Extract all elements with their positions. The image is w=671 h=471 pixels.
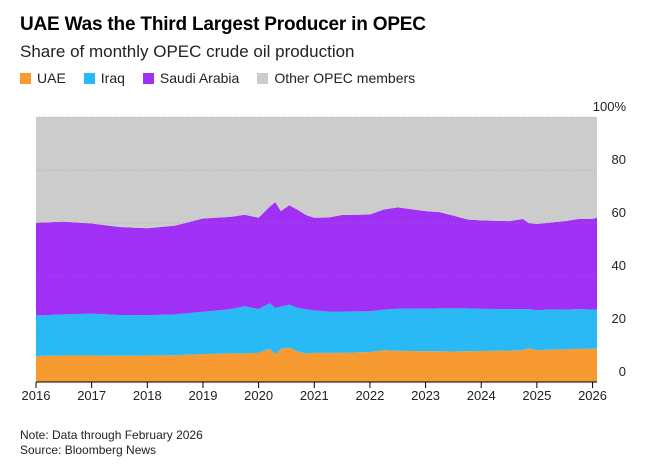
x-tick-label: 2016 — [22, 388, 51, 403]
legend-label-iraq: Iraq — [100, 70, 125, 86]
legend-label-uae: UAE — [37, 70, 66, 86]
note-text: Note: Data through February 2026 — [20, 428, 203, 442]
area-series-uae — [36, 347, 597, 382]
y-tick-label: 20 — [612, 311, 626, 326]
x-tick-label: 2019 — [189, 388, 218, 403]
legend-item-uae: UAE — [20, 70, 66, 86]
legend-label-other-opec: Other OPEC members — [274, 70, 416, 86]
legend: UAE Iraq Saudi Arabia Other OPEC members — [20, 70, 415, 86]
legend-item-other-opec: Other OPEC members — [257, 70, 415, 86]
y-tick-label: 100% — [593, 99, 627, 114]
area-series-saudi-arabia — [36, 202, 597, 316]
legend-swatch-iraq — [83, 72, 95, 84]
y-tick-label: 80 — [612, 152, 626, 167]
x-tick-label: 2026 — [578, 388, 607, 403]
chart-title: UAE Was the Third Largest Producer in OP… — [20, 14, 426, 35]
x-tick-label: 2022 — [355, 388, 384, 403]
y-tick-label: 60 — [612, 205, 626, 220]
y-tick-label: 40 — [612, 258, 626, 273]
source-text: Source: Bloomberg News — [20, 443, 157, 457]
gridlines — [36, 116, 597, 383]
x-tick-label: 2025 — [522, 388, 551, 403]
legend-swatch-saudi-arabia — [142, 72, 154, 84]
area-series-other-opec-members — [36, 117, 597, 229]
x-tick-label: 2024 — [467, 388, 496, 403]
x-axis: 2016 2017 2018 2019 2020 2021 2022 2023 2024 2025… — [22, 382, 607, 403]
legend-item-iraq: Iraq — [83, 70, 125, 86]
legend-swatch-other-opec — [257, 72, 269, 84]
area-series-iraq — [36, 303, 597, 357]
footnote: Note: Data through February 2026 Source:… — [20, 428, 203, 458]
x-tick-label: 2021 — [300, 388, 329, 403]
x-tick-label: 2023 — [411, 388, 440, 403]
legend-swatch-uae — [20, 72, 31, 84]
x-tick-label: 2017 — [77, 388, 106, 403]
area-layers — [36, 117, 597, 382]
y-tick-label: 0 — [619, 364, 626, 379]
legend-item-saudi-arabia: Saudi Arabia — [142, 70, 240, 86]
x-tick-label: 2018 — [133, 388, 162, 403]
y-axis: 0 20 40 60 80 100% — [593, 99, 627, 379]
x-tick-label: 2020 — [244, 388, 273, 403]
chart-subtitle: Share of monthly OPEC crude oil producti… — [20, 42, 355, 61]
legend-label-saudi-arabia: Saudi Arabia — [159, 70, 240, 86]
